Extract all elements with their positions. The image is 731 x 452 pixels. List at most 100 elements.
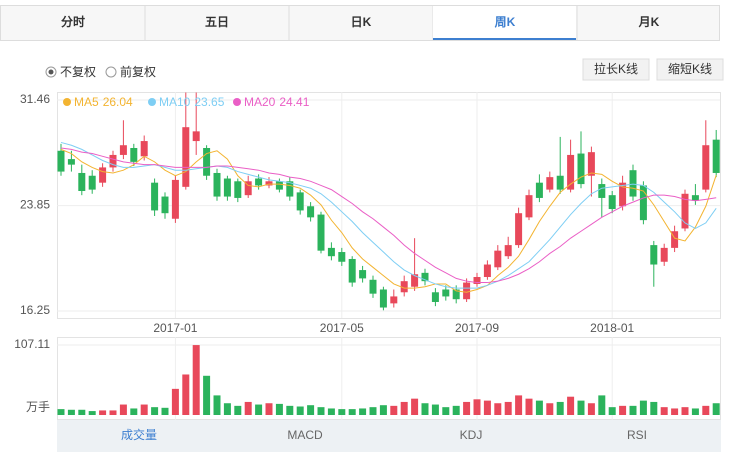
volume-bar	[390, 405, 398, 415]
radio[interactable]	[105, 66, 117, 78]
y-tick-label: 31.46	[20, 92, 50, 106]
y-tick-label: 23.85	[20, 198, 50, 212]
legend-value: 26.04	[103, 95, 133, 109]
candle-body	[452, 289, 460, 300]
tab[interactable]: 分时	[61, 14, 85, 29]
legend-dot	[148, 98, 156, 106]
indicator-tab[interactable]: 成交量	[121, 427, 157, 442]
candle-body	[171, 179, 179, 219]
radio-label[interactable]: 前复权	[120, 64, 156, 79]
volume-bar	[369, 407, 377, 415]
volume-bar	[359, 408, 367, 415]
volume-bar	[223, 403, 231, 415]
legend-value: 23.65	[194, 95, 224, 109]
volume-bar	[338, 409, 346, 415]
candle-body	[556, 175, 564, 190]
ma-line	[60, 147, 717, 284]
candle-body	[577, 153, 585, 185]
volume-bar	[515, 395, 523, 415]
volume-bar	[182, 374, 190, 415]
button[interactable]	[582, 58, 650, 81]
candle-body	[338, 252, 346, 262]
button-label[interactable]: 拉长K线	[594, 61, 638, 76]
legend-dot	[63, 98, 71, 106]
candle-body	[712, 139, 720, 173]
candle-body	[67, 159, 75, 165]
candle-body	[244, 181, 252, 196]
volume-bar	[244, 401, 252, 415]
button-label[interactable]: 缩短K线	[668, 61, 712, 76]
volume-bar	[213, 395, 221, 415]
tab[interactable]: 月K	[638, 15, 660, 29]
candle-body	[525, 195, 533, 218]
tab[interactable]: 五日	[205, 15, 229, 29]
candle-body	[535, 182, 543, 198]
volume-bar	[57, 409, 65, 415]
volume-bar	[619, 405, 627, 415]
volume-bar	[681, 407, 689, 415]
volume-bar	[463, 401, 471, 415]
candle-body	[546, 177, 554, 190]
volume-bar	[691, 408, 699, 415]
candle-body	[411, 274, 419, 287]
candle-body	[296, 192, 304, 211]
candle-body	[390, 296, 398, 304]
volume-bar	[317, 407, 325, 415]
tab-underline	[433, 38, 576, 40]
volume-bar	[431, 404, 439, 415]
candle-body	[463, 282, 471, 300]
volume-bar	[535, 400, 543, 415]
tab[interactable]: 日K	[351, 15, 372, 29]
tab[interactable]: 周K	[495, 15, 516, 29]
candle-body	[348, 258, 356, 283]
legend-entry: MA20 24.41	[244, 95, 310, 109]
x-tick-label: 2017-09	[455, 321, 499, 335]
candle-body	[379, 289, 387, 308]
volume-bar	[88, 411, 96, 415]
volume-bar	[265, 403, 273, 415]
ma-line	[60, 141, 717, 289]
ma-line	[60, 148, 717, 293]
candle-body	[515, 213, 523, 246]
button[interactable]	[656, 58, 724, 81]
indicator-tab[interactable]: KDJ	[460, 428, 483, 442]
volume-bar	[639, 400, 647, 415]
volume-bar	[67, 409, 75, 415]
candle-body	[317, 214, 325, 251]
volume-bar	[78, 409, 86, 415]
volume-bar	[629, 405, 637, 415]
x-tick-label: 2017-05	[320, 321, 364, 335]
volume-bar	[473, 399, 481, 415]
volume-bar	[307, 405, 315, 415]
candle-body	[182, 127, 190, 187]
volume-bar	[286, 405, 294, 415]
radio-label[interactable]: 不复权	[60, 65, 96, 79]
candle-body	[57, 150, 65, 172]
volume-bar	[119, 404, 127, 415]
candle-body	[442, 289, 450, 297]
indicator-bar	[57, 420, 721, 452]
candle-body	[109, 154, 117, 168]
candle-body	[629, 170, 637, 197]
candle-body	[619, 182, 627, 207]
candle-body	[192, 131, 200, 142]
candle-body	[483, 264, 491, 278]
candle-body	[660, 247, 668, 262]
volume-bar	[567, 396, 575, 415]
candle-body	[327, 247, 335, 257]
volume-bar	[598, 395, 606, 415]
legend-name: MA5	[74, 95, 99, 109]
indicator-tab[interactable]: MACD	[287, 428, 323, 442]
x-tick-label: 2017-01	[153, 321, 197, 335]
indicator-tab[interactable]: RSI	[627, 428, 647, 442]
candle-body	[234, 181, 242, 198]
volume-bar	[494, 403, 502, 415]
volume-bar	[452, 405, 460, 415]
volume-bar	[671, 408, 679, 415]
candle-body	[598, 184, 606, 198]
candle-body	[587, 152, 595, 176]
volume-bar	[504, 401, 512, 415]
y-axis-label: 万手	[26, 400, 50, 414]
candle-body	[223, 178, 231, 197]
